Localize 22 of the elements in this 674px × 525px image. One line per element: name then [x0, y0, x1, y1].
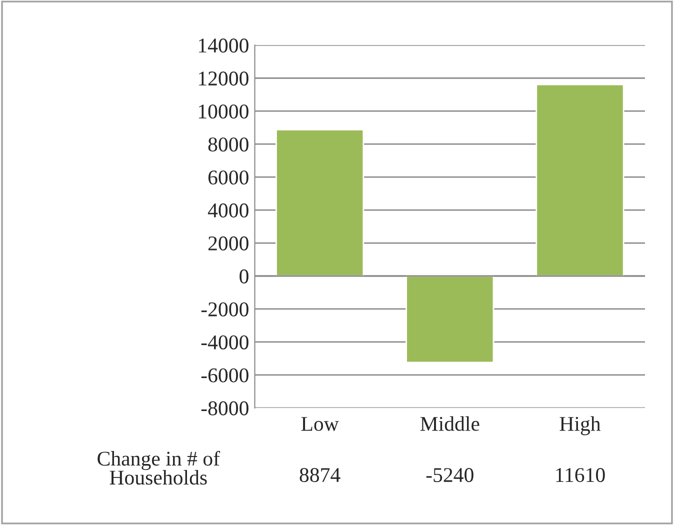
- x-tick-label: Low: [301, 417, 339, 431]
- y-tick-label: -6000: [201, 368, 248, 382]
- y-tick-label: -4000: [201, 335, 248, 350]
- y-tick-label: 8000: [208, 137, 248, 152]
- bar: [536, 84, 624, 277]
- data-label: -5240: [426, 468, 474, 482]
- y-tick-label: -8000: [201, 401, 248, 416]
- bar: [406, 275, 494, 364]
- y-tick-label: 6000: [208, 170, 248, 184]
- y-tick-label: 12000: [198, 72, 248, 86]
- bar: [276, 128, 364, 277]
- x-tick-label: Middle: [420, 416, 480, 431]
- y-tick-label: 14000: [198, 38, 248, 53]
- y-tick-label: 10000: [198, 104, 248, 119]
- y-tick-label: 4000: [208, 203, 248, 218]
- y-tick-label: 2000: [208, 236, 248, 250]
- text: Change in # of Households: [98, 450, 220, 485]
- y-tick-label: 0: [240, 269, 248, 284]
- data-label: 8874: [300, 468, 340, 482]
- data-label: 11610: [556, 468, 605, 482]
- y-tick-label: -2000: [201, 302, 248, 316]
- x-tick-label: High: [560, 416, 601, 436]
